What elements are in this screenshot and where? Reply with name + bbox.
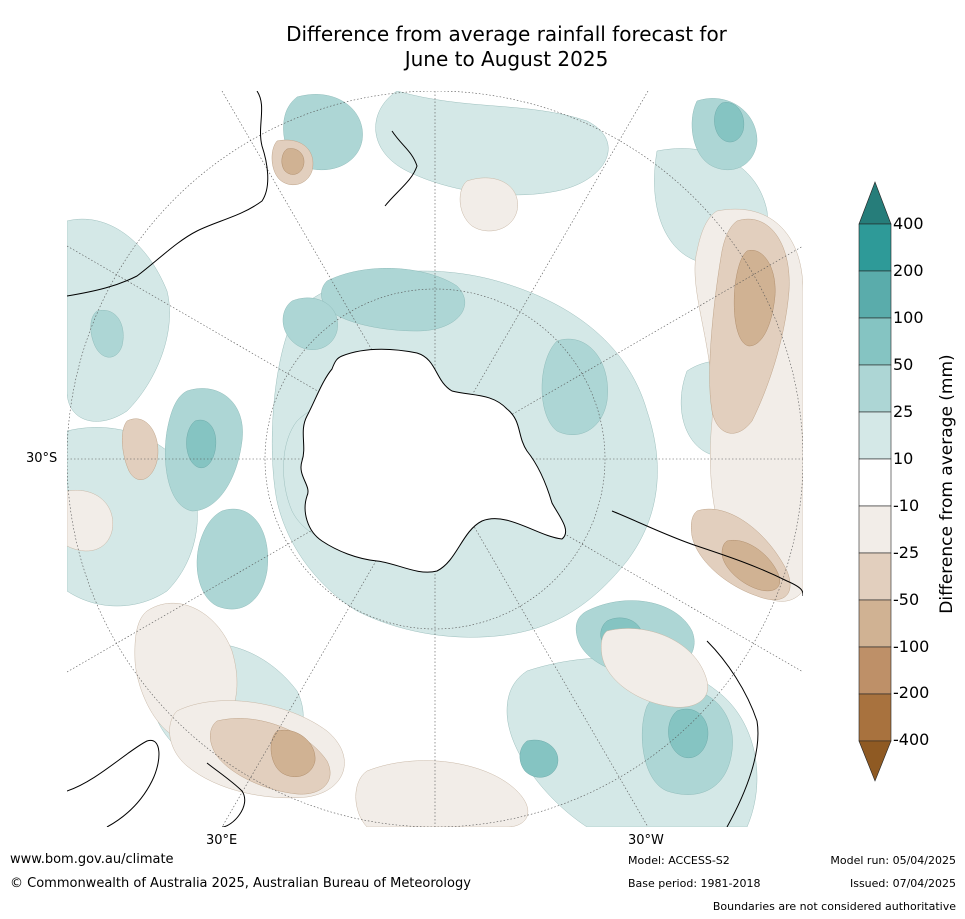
colorbar-label-200: 200	[893, 261, 924, 280]
colorbar-bin-200-400	[858, 223, 892, 272]
colorbar-bin-100-200	[858, 270, 892, 319]
colorbar-label-minus-100: -100	[893, 637, 930, 656]
colorbar-bin-m10-m25	[858, 505, 892, 554]
colorbar-bin-50-100	[858, 317, 892, 366]
colorbar-extend-top	[858, 181, 892, 225]
colorbar-bin-m100-m200	[858, 646, 892, 695]
footer-model-run: Model run: 05/04/2025	[830, 854, 956, 867]
colorbar-label-25: 25	[893, 402, 914, 421]
colorbar	[858, 181, 892, 782]
colorbar-label-minus-10: -10	[893, 496, 920, 515]
footer-copyright: © Commonwealth of Australia 2025, Austra…	[10, 876, 471, 891]
map-title: Difference from average rainfall forecas…	[0, 22, 965, 72]
lon-label-30e: 30°E	[206, 833, 238, 848]
anomaly-50-to-200	[186, 102, 745, 778]
colorbar-bin-25-50	[858, 364, 892, 413]
colorbar-bin-m200-m400	[858, 693, 892, 742]
africa-outline	[67, 739, 160, 827]
colorbar-title: Difference from average (mm)	[937, 354, 957, 614]
colorbar-label-50: 50	[893, 355, 914, 374]
madagascar-outline	[206, 762, 245, 827]
footer-issued: Issued: 07/04/2025	[849, 877, 956, 890]
colorbar-bin-m50-m100	[858, 599, 892, 648]
colorbar-label-minus-200: -200	[893, 683, 930, 702]
colorbar-label-minus-50: -50	[893, 590, 920, 609]
footer-disclaimer: Boundaries are not considered authoritat…	[712, 900, 956, 913]
colorbar-label-10: 10	[893, 449, 914, 468]
colorbar-label-100: 100	[893, 308, 924, 327]
footer-base-period: Base period: 1981-2018	[628, 877, 761, 890]
colorbar-label-minus-400: -400	[893, 730, 930, 749]
lat-label-30s: 30°S	[26, 451, 58, 466]
continent-outlines	[67, 91, 803, 827]
new-zealand-outline	[384, 130, 418, 207]
footer-website[interactable]: www.bom.gov.au/climate	[10, 852, 174, 867]
south-america-outline	[611, 510, 803, 597]
australia-outline	[67, 91, 269, 297]
antarctica-coastline	[300, 348, 567, 573]
title-line-1: Difference from average rainfall forecas…	[286, 22, 727, 46]
south-america-east-outline	[706, 640, 759, 827]
title-line-2: June to August 2025	[404, 47, 609, 71]
colorbar-bin-neutral	[858, 458, 892, 507]
colorbar-bin-m25-m50	[858, 552, 892, 601]
rainfall-anomaly-map	[67, 91, 803, 827]
footer-model: Model: ACCESS-S2	[628, 854, 730, 867]
lon-label-30w: 30°W	[628, 833, 664, 848]
colorbar-bin-10-25	[858, 411, 892, 460]
colorbar-label-minus-25: -25	[893, 543, 920, 562]
colorbar-extend-bottom	[858, 740, 892, 782]
colorbar-label-400: 400	[893, 214, 924, 233]
